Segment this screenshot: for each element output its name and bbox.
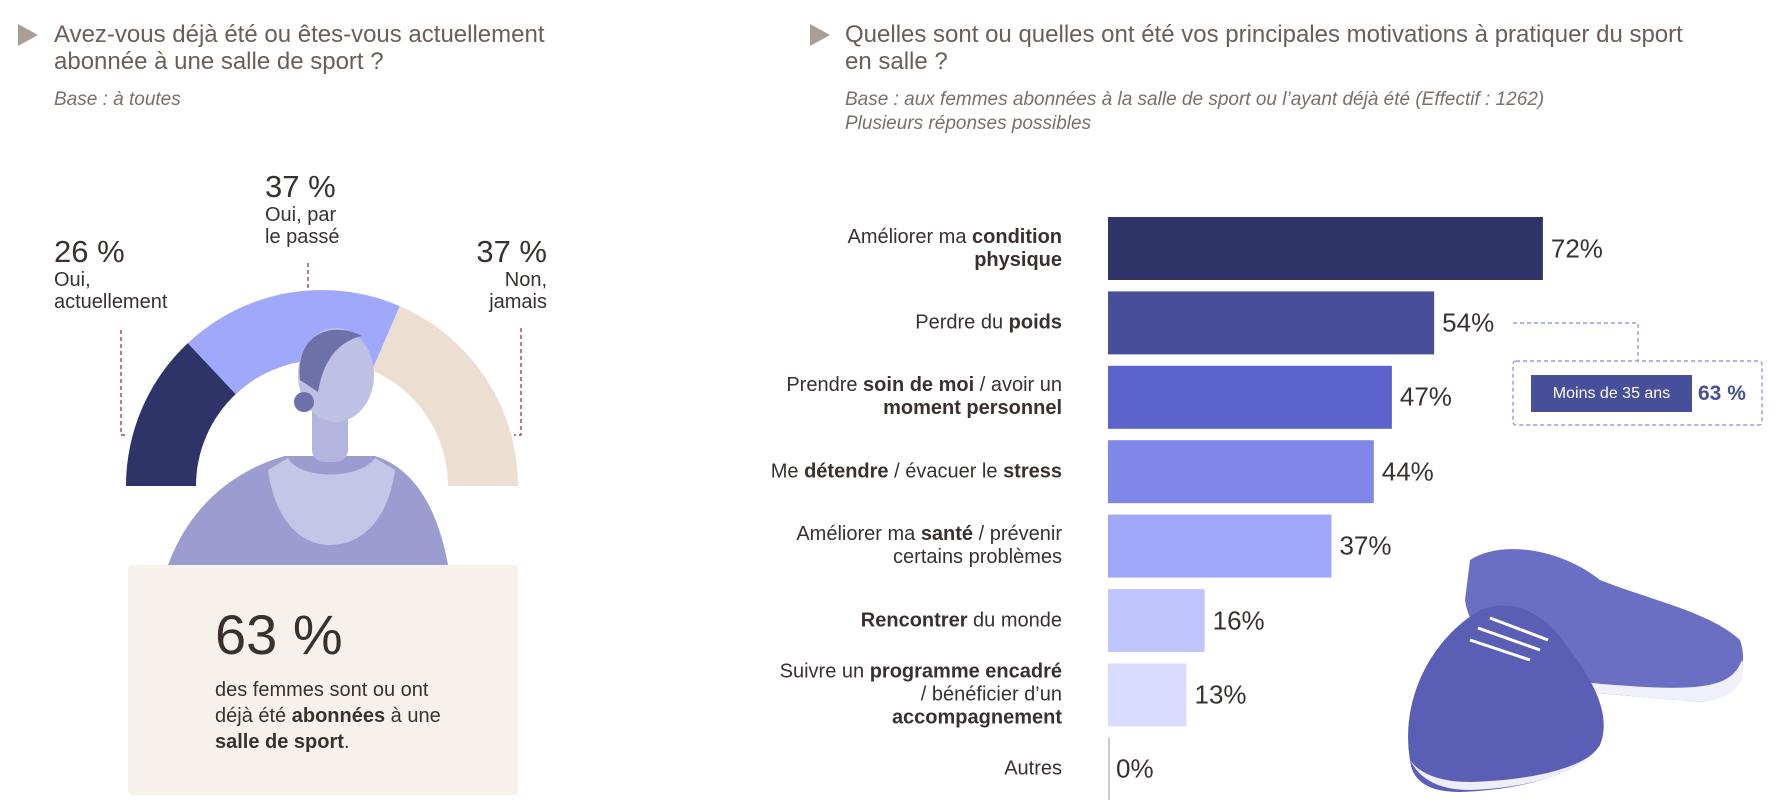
- callout-text: des femmes sont ou ont déjà été abonnées…: [215, 677, 450, 755]
- bar: [1108, 514, 1332, 578]
- pie-value-label: 37 %: [476, 234, 547, 269]
- callout-box: [128, 565, 518, 795]
- text-segment: / évacuer le: [888, 460, 1004, 483]
- text-segment: / bénéficier d’un: [920, 683, 1062, 706]
- woman-top: [268, 458, 395, 545]
- text-segment: / avoir un: [974, 374, 1062, 397]
- bar: [1108, 365, 1392, 429]
- bar: [1108, 217, 1543, 280]
- text-segment: programme encadré: [869, 660, 1062, 683]
- text-segment: à une: [385, 705, 441, 727]
- pie-category-label: Oui, actuellement: [54, 269, 168, 313]
- pie-label: 37 % Non, jamais: [467, 234, 547, 314]
- annotation-label: Moins de 35 ans: [1552, 385, 1671, 402]
- text-segment: Prendre: [786, 374, 864, 397]
- chart-subtitle: Base : à toutes: [54, 89, 181, 110]
- shoe-sole: [1560, 660, 1744, 702]
- text-segment: salle de sport: [215, 731, 344, 753]
- pie-value-label: 37 %: [265, 169, 336, 204]
- value-label: 54%: [1442, 307, 1495, 338]
- text-segment: stress: [1003, 460, 1062, 483]
- text-segment: Améliorer ma: [796, 523, 921, 546]
- value-label: 16%: [1212, 605, 1265, 635]
- pie-slice: [372, 306, 518, 486]
- title-marker: [18, 24, 38, 46]
- bar: [1108, 291, 1435, 355]
- value-label: 37%: [1339, 530, 1392, 561]
- chart-subtitle: Plusieurs réponses possibles: [845, 113, 1092, 134]
- bar: [1108, 440, 1374, 504]
- title-marker: [810, 24, 830, 46]
- pie-value-label: 26 %: [54, 234, 125, 269]
- text-segment: .: [343, 731, 350, 753]
- category-label: Autres: [770, 758, 1062, 781]
- leader-line: [514, 328, 522, 436]
- text-segment: des femmes sont ou ont déjà été: [215, 679, 429, 727]
- text-segment: soin de moi: [863, 374, 975, 397]
- pie-category-label: Non, jamais: [489, 269, 547, 313]
- text-segment: Améliorer ma: [847, 225, 973, 248]
- chart-title: Avez-vous déjà été ou êtes-vous actuelle…: [54, 21, 545, 75]
- text-segment: / prévenir certains problèmes: [893, 523, 1062, 569]
- text-segment: Perdre du: [915, 311, 1009, 334]
- text-segment: Autres: [1004, 757, 1062, 780]
- category-label: Suivre un programme encadré / bénéficier…: [770, 660, 1062, 729]
- value-label: 13%: [1194, 679, 1247, 710]
- pie-category-label: Oui, par le passé: [265, 204, 340, 248]
- woman-hair: [299, 329, 362, 392]
- annotation-value: 63 %: [1698, 382, 1746, 405]
- category-label: Améliorer ma santé / prévenir certains p…: [770, 523, 1062, 569]
- text-segment: poids: [1008, 311, 1062, 334]
- text-segment: moment personnel: [883, 397, 1062, 420]
- chart-title: Quelles sont ou quelles ont été vos prin…: [845, 21, 1683, 75]
- pie-label: 37 % Oui, par le passé: [265, 169, 355, 249]
- text-segment: Suivre un: [779, 660, 870, 683]
- text-segment: accompagnement: [891, 706, 1062, 729]
- text-segment: détendre: [804, 460, 889, 483]
- chart-subtitle: Base : aux femmes abonnées à la salle de…: [845, 89, 1545, 110]
- pie-slice: [126, 343, 236, 486]
- text-segment: Me: [770, 460, 805, 483]
- value-label: 47%: [1399, 381, 1452, 412]
- text-segment: condition physique: [972, 225, 1062, 271]
- leader-line: [120, 330, 128, 436]
- connector: [1513, 322, 1639, 361]
- category-label: Rencontrer du monde: [770, 609, 1062, 632]
- value-label: 72%: [1550, 233, 1603, 263]
- text-segment: santé: [920, 523, 974, 546]
- value-label: 0%: [1116, 753, 1154, 784]
- shoes-illustration: [1408, 549, 1744, 792]
- category-label: Perdre du poids: [770, 311, 1062, 334]
- text-segment: du monde: [967, 609, 1062, 631]
- bar: [1108, 589, 1205, 652]
- text-segment: Rencontrer: [860, 609, 968, 631]
- woman-illustration: [168, 328, 448, 565]
- bar: [1108, 663, 1187, 727]
- category-label: Prendre soin de moi / avoir un moment pe…: [770, 374, 1062, 420]
- value-label: 44%: [1381, 456, 1434, 487]
- pie-label: 26 % Oui, actuellement: [54, 234, 194, 314]
- shoe-laces: [1469, 616, 1549, 662]
- shoe-sole: [1410, 745, 1600, 790]
- woman-bun: [294, 392, 314, 412]
- callout-figure: 63 %: [215, 603, 343, 666]
- shoe-front: [1408, 605, 1604, 792]
- annotation-box: [1512, 360, 1763, 426]
- text-segment: abonnées: [291, 705, 386, 727]
- category-label: Améliorer ma condition physique: [770, 226, 1062, 272]
- category-label: Me détendre / évacuer le stress: [770, 460, 1062, 483]
- annotation-tag: [1531, 375, 1692, 412]
- pie-slice: [187, 289, 400, 395]
